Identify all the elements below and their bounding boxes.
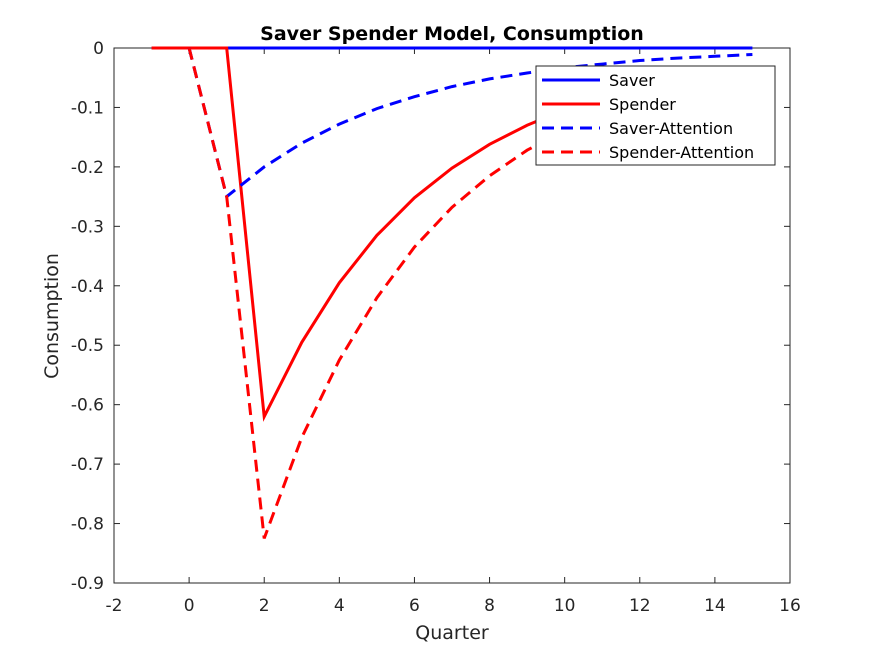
y-tick-label: -0.6	[71, 396, 104, 416]
chart-title: Saver Spender Model, Consumption	[260, 23, 644, 45]
x-tick-label: -2	[106, 596, 123, 616]
legend: Saver Spender Saver-Attention Spender-Atten…	[535, 65, 776, 166]
legend-label-spender-attention: Spender-Attention	[609, 143, 754, 162]
y-tick-label: -0.1	[71, 98, 104, 118]
x-tick-label: 12	[629, 596, 651, 616]
x-tick-label: 10	[554, 596, 576, 616]
y-tick-label: -0.8	[71, 515, 104, 535]
y-tick-label: -0.3	[71, 217, 104, 237]
y-axis-label: Consumption	[41, 253, 63, 379]
series-line-saver-attention	[187, 47, 753, 200]
x-tick-label: 0	[184, 596, 195, 616]
x-tick-label: 16	[779, 596, 801, 616]
x-tick-label: 4	[334, 596, 345, 616]
y-tick-label: -0.2	[71, 158, 104, 178]
y-tick-label: 0	[93, 39, 104, 59]
y-tick-label: -0.7	[71, 455, 104, 475]
x-axis-label: Quarter	[415, 622, 489, 644]
legend-label-saver-attention: Saver-Attention	[609, 119, 733, 138]
x-tick-label: 6	[409, 596, 420, 616]
legend-label-spender: Spender	[609, 95, 676, 114]
legend-label-saver: Saver	[609, 71, 655, 90]
y-tick-label: -0.4	[71, 277, 104, 297]
x-tick-label: 8	[484, 596, 495, 616]
y-tick-label: -0.5	[71, 336, 104, 356]
legend-box	[535, 65, 776, 166]
series-line-spender-attention	[187, 47, 753, 539]
y-tick-label: -0.9	[71, 574, 104, 594]
x-tick-label: 14	[704, 596, 726, 616]
x-tick-label: 2	[259, 596, 270, 616]
